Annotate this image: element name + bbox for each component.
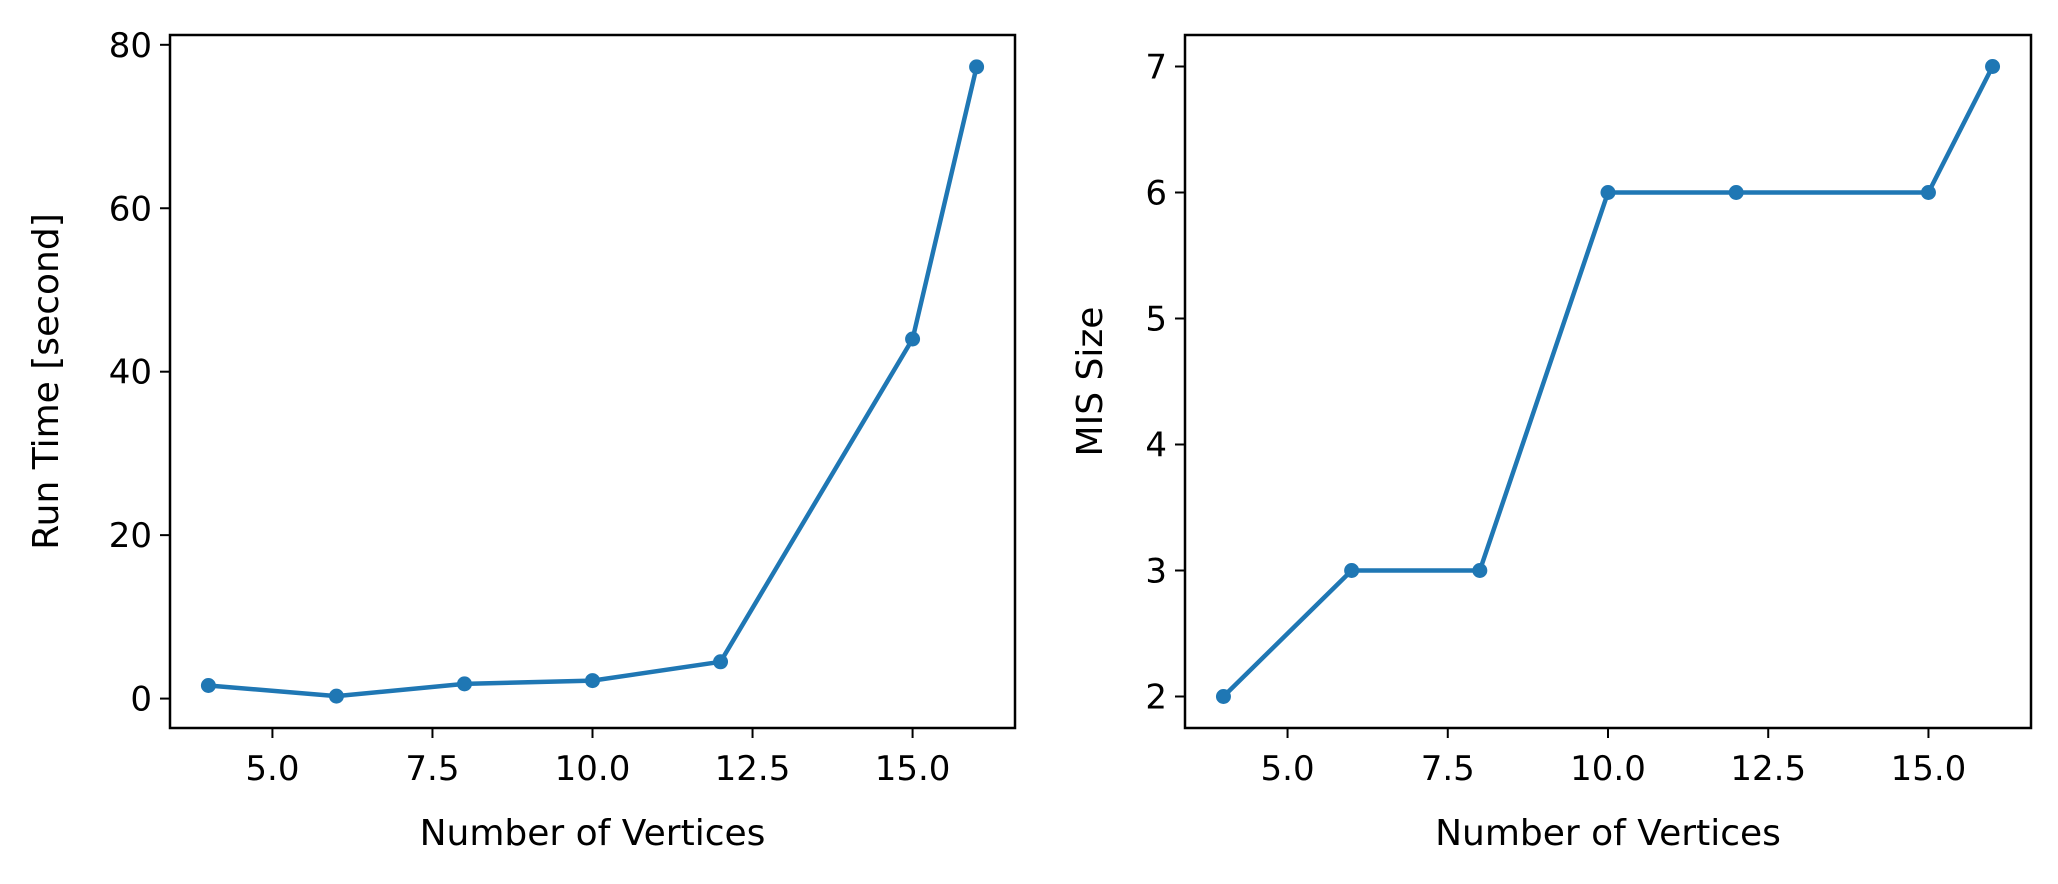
x-tick-label: 10.0: [1570, 749, 1646, 789]
chart-panel-1: 5.0 7.5 10.0 12.5 15.0 0 20 40 60 80 Number of Ver…: [26, 26, 1017, 854]
data-point: [1920, 185, 1936, 200]
y-axis-label: Run Time [second]: [26, 213, 67, 550]
y-tick-label: 6: [1145, 174, 1167, 214]
data-point: [200, 678, 216, 694]
data-point: [713, 654, 729, 670]
y-axis-label: MIS Size: [1070, 307, 1111, 457]
x-tick-label: 7.5: [1421, 749, 1475, 789]
series-line: [1221, 64, 1995, 699]
y-tick-label: 40: [109, 353, 152, 393]
chart-panel-2: 5.0 7.5 10.0 12.5 15.0 2 3 4 5 6 7 Number of Vertic…: [1070, 33, 2033, 854]
y-tick-label: 20: [109, 516, 152, 556]
x-tick-label: 15.0: [875, 749, 951, 789]
data-point: [969, 59, 985, 75]
y-tick-label: 80: [109, 26, 152, 66]
x-axis-label: Number of Vertices: [1435, 813, 1781, 854]
x-tick-label: 5.0: [1261, 749, 1315, 789]
x-tick-label: 10.0: [555, 749, 631, 789]
x-tick-label: 12.5: [1730, 749, 1806, 789]
y-tick-label: 2: [1145, 678, 1167, 718]
data-point: [905, 331, 921, 347]
data-point: [328, 688, 344, 704]
x-tick-label: 5.0: [245, 749, 299, 789]
axes-frame: [1183, 33, 2033, 730]
data-point: [456, 676, 472, 692]
data-point: [1600, 185, 1616, 200]
data-point: [1215, 689, 1231, 704]
x-axis-label: Number of Vertices: [420, 813, 766, 854]
data-point: [585, 673, 600, 689]
y-tick-label: 0: [130, 680, 152, 720]
y-tick-label: 3: [1145, 552, 1167, 592]
y-tick-label: 60: [109, 189, 152, 229]
data-point: [1344, 563, 1360, 578]
data-point: [1985, 59, 2001, 74]
x-tick-label: 15.0: [1891, 749, 1967, 789]
x-tick-label: 12.5: [715, 749, 791, 789]
x-tick-label: 7.5: [405, 749, 459, 789]
y-tick-label: 5: [1145, 300, 1167, 340]
y-tick-label: 4: [1145, 426, 1167, 466]
data-point: [1728, 185, 1744, 200]
data-point: [1472, 563, 1488, 578]
y-tick-label: 7: [1145, 48, 1167, 88]
series-line: [206, 64, 979, 699]
